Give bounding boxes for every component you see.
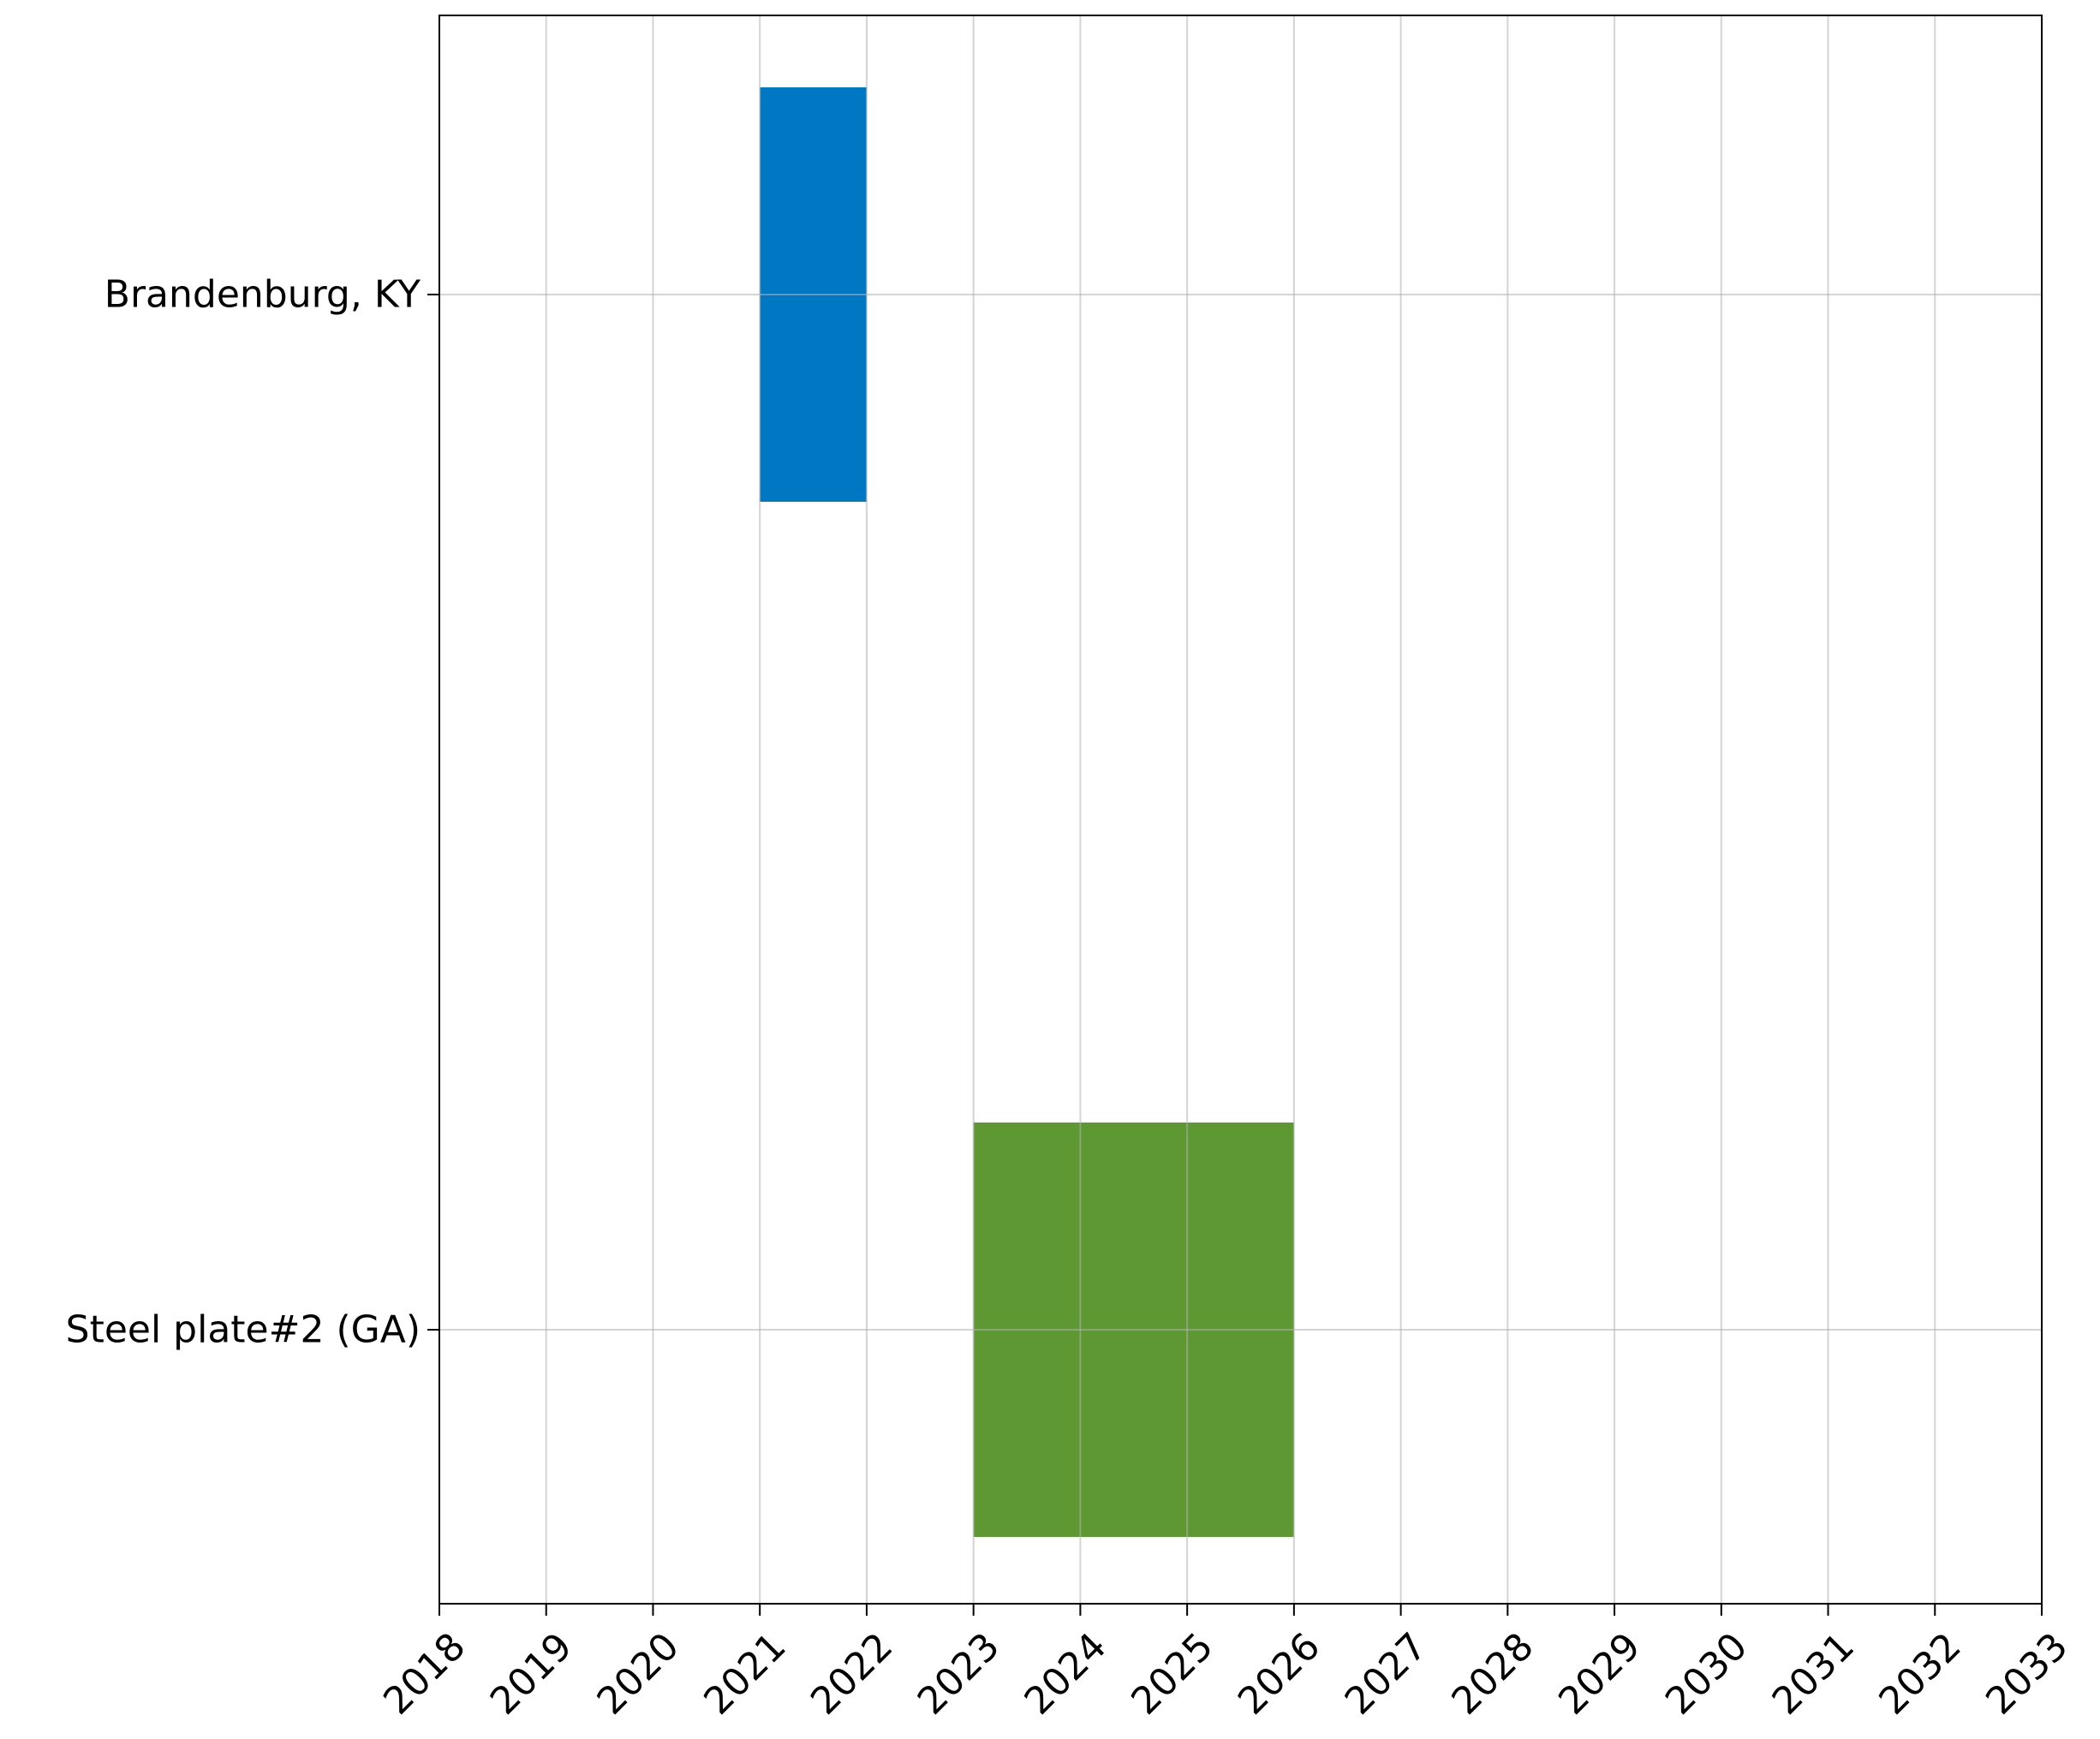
axes-layer bbox=[427, 15, 2043, 1616]
plot-frame bbox=[438, 15, 2043, 1605]
y-tick-label: Steel plate#2 (GA) bbox=[66, 1308, 421, 1352]
y-tick-label: Brandenburg, KY bbox=[104, 273, 421, 317]
